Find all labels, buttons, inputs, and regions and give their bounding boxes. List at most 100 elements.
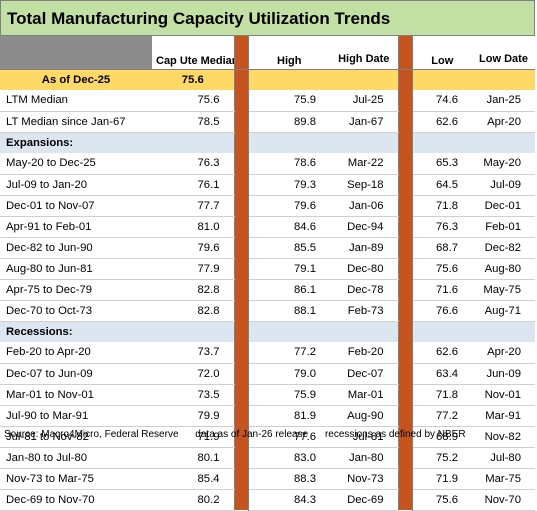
high-date-value: Jan-06	[330, 195, 398, 217]
recession-row: Dec-69 to Nov-70 80.2 84.3 Dec-69 75.6 Nov-70	[0, 489, 535, 511]
high-date-value: Mar-22	[330, 153, 398, 175]
row-label: LTM Median	[0, 90, 152, 112]
column-separator	[233, 279, 249, 300]
high-value: 75.9	[248, 90, 330, 112]
column-separator	[397, 468, 413, 489]
column-separator	[397, 489, 413, 510]
empty-cell	[152, 132, 234, 153]
release-text: data as of Jan-26 release	[195, 429, 309, 440]
high-value: 86.1	[248, 279, 330, 301]
row-label: Jul-09 to Jan-20	[0, 174, 152, 196]
recessions-section-label: Recessions:	[0, 321, 152, 342]
recession-row: Dec-07 to Jun-09 72.0 79.0 Dec-07 63.4 Jun-09	[0, 363, 535, 385]
cap-ute-median-value: 81.0	[152, 216, 234, 238]
row-label: Nov-73 to Mar-75	[0, 468, 152, 490]
column-separator	[397, 216, 413, 237]
row-label: Dec-07 to Jun-09	[0, 363, 152, 385]
cap-ute-median-value: 82.8	[152, 300, 234, 322]
empty-cell	[248, 321, 330, 342]
recessions-note: recessions as defined by NBER	[324, 429, 466, 440]
high-value: 85.5	[248, 237, 330, 259]
low-date-value: Apr-20	[472, 111, 535, 133]
cap-ute-median-value: 76.1	[152, 174, 234, 196]
recession-row: Jul-81 to Nov-82 71.9 77.6 Jul-81 68.9 Nov-82	[0, 426, 535, 448]
low-date-value: May-75	[472, 279, 535, 301]
column-separator	[397, 405, 413, 426]
low-date-value: Nov-70	[472, 489, 535, 511]
low-date-value: May-20	[472, 153, 535, 175]
expansions-section: Expansions:	[0, 132, 535, 153]
high-date-value: Jan-67	[330, 111, 398, 133]
column-separator	[397, 279, 413, 300]
recessions-section: Recessions:	[0, 321, 535, 342]
recession-row: Feb-20 to Apr-20 73.7 77.2 Feb-20 62.6 Apr-20	[0, 342, 535, 364]
expansions-section-label: Expansions:	[0, 132, 152, 153]
low-value: 75.2	[412, 447, 472, 469]
column-separator	[233, 363, 249, 384]
high-date-value: Feb-20	[330, 342, 398, 364]
low-value: 74.6	[412, 90, 472, 112]
column-separator	[397, 321, 413, 342]
low-value: 68.9	[412, 426, 472, 448]
cap-ute-median-value: 75.6	[152, 90, 234, 112]
cap-ute-median-value: 77.7	[152, 195, 234, 217]
column-separator	[397, 363, 413, 384]
low-value: 71.8	[412, 195, 472, 217]
recession-row: Nov-73 to Mar-75 85.4 88.3 Nov-73 71.9 Mar-75	[0, 468, 535, 490]
high-value: 89.8	[248, 111, 330, 133]
high-date-value: Jul-25	[330, 90, 398, 112]
row-label: Apr-91 to Feb-01	[0, 216, 152, 238]
source-footer: Source: Macro4Micro, Federal Reserve dat…	[4, 429, 480, 440]
high-value: 79.1	[248, 258, 330, 280]
row-label: LT Median since Jan-67	[0, 111, 152, 133]
as-of-label: As of Dec-25	[0, 69, 152, 90]
header-row: Cap Ute Median High High Date Low Low Da…	[0, 36, 535, 70]
column-separator	[397, 174, 413, 195]
high-value: 83.0	[248, 447, 330, 469]
header-label-cell	[0, 36, 152, 70]
low-value: 65.3	[412, 153, 472, 175]
source-text: Source: Macro4Micro, Federal Reserve	[4, 429, 179, 440]
low-value: 68.7	[412, 237, 472, 259]
high-date-value: Feb-73	[330, 300, 398, 322]
empty-cell	[412, 132, 472, 153]
low-date-value: Jul-80	[472, 447, 535, 469]
cap-ute-median-value: 77.9	[152, 258, 234, 280]
column-separator	[233, 489, 249, 510]
row-label: Dec-69 to Nov-70	[0, 489, 152, 511]
low-date-value: Mar-75	[472, 468, 535, 490]
low-date-value: Jun-09	[472, 363, 535, 385]
column-separator	[233, 426, 249, 447]
low-date-value: Jan-25	[472, 90, 535, 112]
expansion-row: Dec-70 to Oct-73 82.8 88.1 Feb-73 76.6 Aug-71	[0, 300, 535, 322]
row-label: Aug-80 to Jun-81	[0, 258, 152, 280]
expansion-row: Apr-75 to Dec-79 82.8 86.1 Dec-78 71.6 May-75	[0, 279, 535, 301]
low-date-value: Nov-82	[472, 426, 535, 448]
low-date-value: Nov-01	[472, 384, 535, 406]
column-separator	[397, 69, 413, 90]
high-date-value: Dec-69	[330, 489, 398, 511]
high-date-value: Sep-18	[330, 174, 398, 196]
row-label: Mar-01 to Nov-01	[0, 384, 152, 406]
column-separator	[233, 384, 249, 405]
high-value: 84.6	[248, 216, 330, 238]
empty-cell	[472, 321, 535, 342]
low-date-value: Mar-91	[472, 405, 535, 427]
header-low: Low	[412, 36, 472, 70]
empty-cell	[330, 321, 398, 342]
column-separator	[233, 342, 249, 363]
row-label: Jul-90 to Mar-91	[0, 405, 152, 427]
empty-cell	[472, 132, 535, 153]
high-date-value: Dec-07	[330, 363, 398, 385]
high-date-value: Mar-01	[330, 384, 398, 406]
row-label: Feb-20 to Apr-20	[0, 342, 152, 364]
recession-row: Mar-01 to Nov-01 73.5 75.9 Mar-01 71.8 Nov-01	[0, 384, 535, 406]
column-separator	[233, 132, 249, 153]
column-separator	[397, 132, 413, 153]
header-low-date: Low Date	[472, 36, 535, 70]
low-value: 62.6	[412, 342, 472, 364]
high-date-value: Dec-80	[330, 258, 398, 280]
header-high: High	[248, 36, 330, 70]
high-value: 88.1	[248, 300, 330, 322]
